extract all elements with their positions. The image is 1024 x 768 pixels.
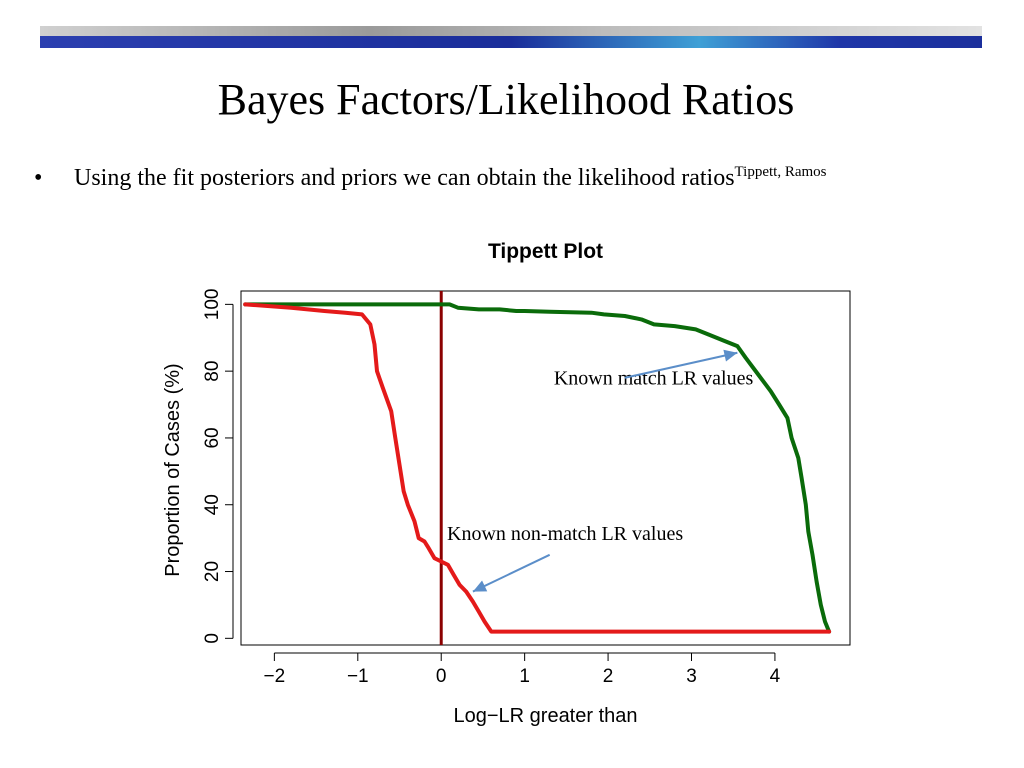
plot-frame <box>240 290 851 646</box>
series-line-known-non-match-lr-values <box>243 302 832 634</box>
x-axis: −2 −1 0 1 2 3 4 <box>264 652 781 687</box>
slide-title: Bayes Factors/Likelihood Ratios <box>217 75 795 124</box>
bullet-item: • Using the fit posteriors and priors we … <box>34 164 994 192</box>
x-tick-label: −1 <box>347 666 369 687</box>
header-banner <box>40 26 982 48</box>
y-tick-label: 20 <box>202 561 223 582</box>
annotation-arrowhead <box>472 580 488 592</box>
annotation-arrow <box>472 553 551 593</box>
series-layer <box>243 291 832 645</box>
y-axis-label: Proportion of Cases (%) <box>162 363 184 576</box>
x-axis-label: Log−LR greater than <box>453 705 637 727</box>
annotation-arrow <box>624 351 738 379</box>
annotation-layer: Known match LR values Known non-match LR … <box>447 349 754 593</box>
x-tick-label: 3 <box>686 666 697 687</box>
annotation-arrowhead <box>723 349 738 362</box>
y-tick-label: 80 <box>202 361 223 382</box>
y-tick-label: 40 <box>202 494 223 515</box>
y-tick-label: 60 <box>202 427 223 448</box>
chart-title: Tippett Plot <box>488 240 603 263</box>
bullet-text: Using the fit posteriors and priors we c… <box>74 165 735 191</box>
x-tick-label: 2 <box>603 666 614 687</box>
annotation-label: Known non-match LR values <box>447 523 683 545</box>
bullet-symbol: • <box>34 165 43 191</box>
y-axis: 0 20 40 60 80 100 <box>202 289 234 644</box>
x-tick-label: 0 <box>436 666 447 687</box>
annotation-label: Known match LR values <box>554 368 754 390</box>
x-tick-label: 1 <box>519 666 530 687</box>
x-tick-label: 4 <box>770 666 781 687</box>
y-tick-label: 0 <box>202 633 223 644</box>
y-tick-label: 100 <box>202 289 223 321</box>
series-line-known-match-lr-values <box>243 302 832 634</box>
bullet-citation: Tippett, Ramos <box>734 164 827 180</box>
x-tick-label: −2 <box>264 666 286 687</box>
